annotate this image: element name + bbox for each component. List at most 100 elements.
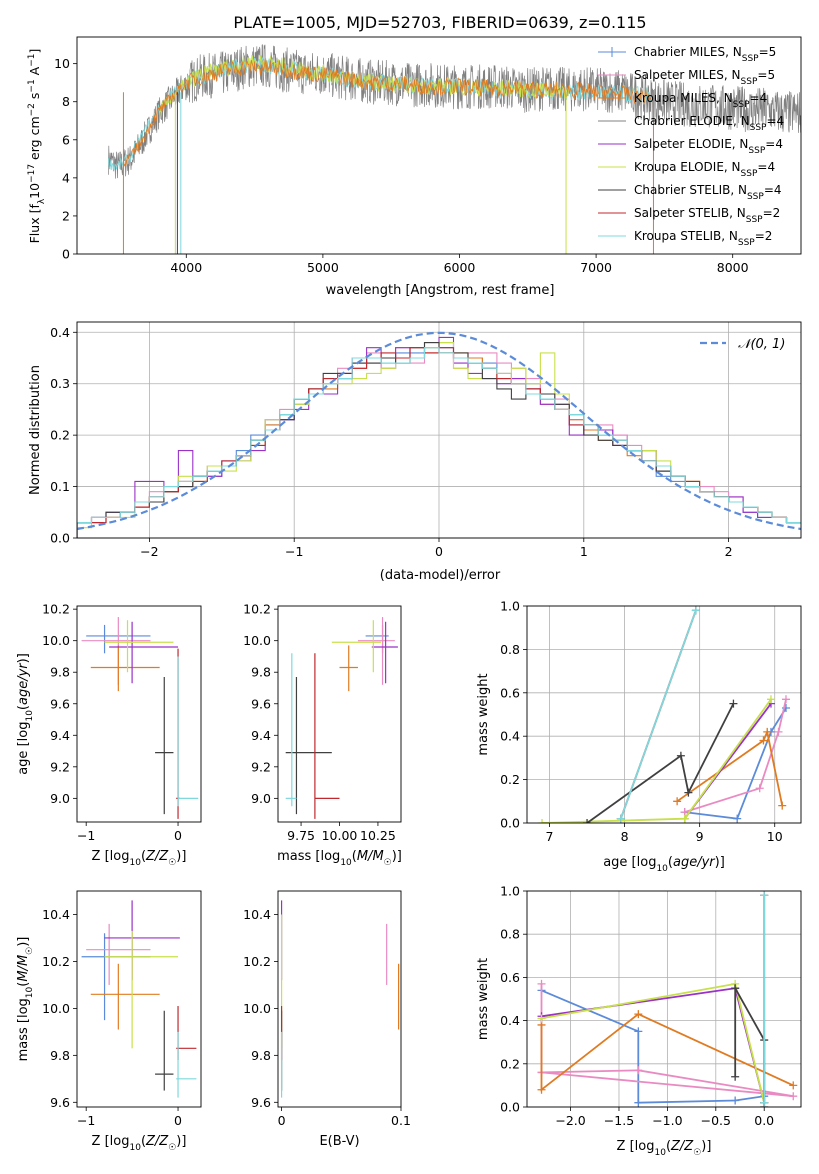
legend-label: 𝒩(0, 1) xyxy=(738,337,785,352)
mass-weight-line xyxy=(540,1013,794,1092)
text-part: =5 xyxy=(759,45,777,59)
age-vs-metallicity: −1 09.09.29.49.69.810.010.2Z [log10(Z/Z☉)… xyxy=(16,602,202,868)
legend-label: Kroupa ELODIE, NSSP=4 xyxy=(634,160,775,179)
x-tick-label: 0 xyxy=(435,544,443,559)
y-tick-label: 9.2 xyxy=(251,759,271,774)
mass-weight-marker xyxy=(634,1098,643,1107)
mass-weight-marker xyxy=(634,1027,643,1036)
text-part: ☉ xyxy=(168,1143,176,1153)
x-tick-label: 5000 xyxy=(307,260,339,275)
mass-weight-line xyxy=(619,609,697,820)
x-tick-label: 9.75 xyxy=(287,828,315,843)
y-tick-label: 10.2 xyxy=(243,954,271,969)
text-part: Z/Z xyxy=(670,1139,694,1154)
spectrum-line xyxy=(108,44,801,179)
axes-frame xyxy=(526,605,802,824)
y-tick-label: 9.0 xyxy=(251,791,271,806)
y-tick-label: 9.6 xyxy=(50,696,70,711)
y-tick-label: 9.8 xyxy=(251,1048,271,1063)
text-part: )] xyxy=(16,653,31,663)
y-tick-label: 1.0 xyxy=(500,884,520,899)
x-tick-label: 0 xyxy=(278,1113,286,1128)
text-part: =2 xyxy=(763,206,781,220)
mass-weight-marker xyxy=(789,1092,798,1101)
y-tick-label: 0.0 xyxy=(500,1100,520,1115)
y-tick-label: 9.8 xyxy=(50,1048,70,1063)
text-part: ( xyxy=(141,849,146,864)
text-part: Kroupa STELIB, N xyxy=(634,229,738,243)
mass-vs-metallicity: −1 09.69.810.010.210.4Z [log10(Z/Z☉)]mass… xyxy=(16,890,202,1153)
axes-frame xyxy=(76,890,202,1108)
mass-weight-marker xyxy=(759,736,768,745)
x-axis-label: Z [log10(Z/Z☉)] xyxy=(92,1134,187,1153)
x-tick-label: −2.0 xyxy=(555,1113,585,1128)
text-part: −1 xyxy=(27,54,37,67)
x-tick-label: 6000 xyxy=(444,260,476,275)
y-tick-label: 0 xyxy=(62,247,70,262)
text-part: ( xyxy=(16,982,31,987)
normal-curve xyxy=(77,331,801,531)
mass-weight-marker xyxy=(778,801,787,810)
y-axis-label: age [log10(age/yr)] xyxy=(16,653,35,775)
text-part: ☉ xyxy=(25,947,35,955)
y-tick-label: 0.6 xyxy=(500,685,520,700)
text-part: SSP xyxy=(741,77,758,87)
text-part: SSP xyxy=(750,123,767,133)
x-tick-label: 10 xyxy=(767,829,783,844)
mass-weight-marker xyxy=(729,699,738,708)
text-part: Z/Z xyxy=(145,1134,169,1149)
text-part: )] xyxy=(715,855,725,870)
x-tick-label: 0 xyxy=(174,1113,182,1128)
mass-weight-marker xyxy=(537,1014,546,1023)
plot-area xyxy=(108,44,801,254)
text-part: s xyxy=(27,93,42,104)
text-part: Chabrier STELIB, N xyxy=(634,183,747,197)
y-tick-label: 10.0 xyxy=(42,633,70,648)
mass-weight-marker xyxy=(760,891,769,900)
text-part: =4 xyxy=(757,160,775,174)
x-axis-label: wavelength [Angstrom, rest frame] xyxy=(326,283,555,298)
y-axis-label: mass weight xyxy=(476,673,491,755)
x-tick-label: 7000 xyxy=(580,260,612,275)
x-axis-label: Z [log10(Z/Z☉)] xyxy=(92,849,187,868)
mass-weight-marker xyxy=(680,814,689,823)
y-tick-label: 10.0 xyxy=(243,1001,271,1016)
y-tick-label: 9.4 xyxy=(251,728,271,743)
text-part: SSP xyxy=(747,192,764,202)
text-part: Salpeter MILES, N xyxy=(634,68,741,82)
mass-weight-marker xyxy=(537,979,546,988)
x-axis-label: age [log10(age/yr)] xyxy=(603,855,725,874)
y-axis-label: mass weight xyxy=(476,958,491,1040)
x-tick-label: 8 xyxy=(621,829,629,844)
text-part: )] xyxy=(176,849,186,864)
y-tick-label: 9.6 xyxy=(50,1095,70,1110)
y-tick-label: 0.8 xyxy=(500,927,520,942)
mass-weight-marker xyxy=(634,1066,643,1075)
y-tick-label: 0.2 xyxy=(500,1056,520,1071)
text-part: SSP xyxy=(748,146,765,156)
mass-weight-marker xyxy=(634,1010,643,1019)
x-tick-label: 0.1 xyxy=(391,1113,411,1128)
y-tick-label: 10.2 xyxy=(42,602,70,617)
y-tick-label: 9.6 xyxy=(251,1095,271,1110)
text-part: ( xyxy=(668,855,673,870)
histogram-step xyxy=(77,347,801,538)
x-tick-label: 10.00 xyxy=(322,828,358,843)
y-tick-label: 10.2 xyxy=(243,602,271,617)
text-part: Salpeter STELIB, N xyxy=(634,206,746,220)
text-part: ] xyxy=(27,49,42,54)
text-part: )] xyxy=(176,1134,186,1149)
mass-weight-marker xyxy=(691,606,700,615)
y-tick-label: 4 xyxy=(62,170,70,185)
mass-weight-marker xyxy=(676,751,685,760)
x-tick-label: 8000 xyxy=(717,260,749,275)
mass-weight-marker xyxy=(733,814,742,823)
mass-weight-marker xyxy=(781,695,790,704)
y-tick-label: 8 xyxy=(62,94,70,109)
mass-weight-marker xyxy=(755,784,764,793)
grid xyxy=(77,322,801,539)
y-tick-label: 0.2 xyxy=(50,428,70,443)
mass-weight-marker xyxy=(673,797,682,806)
y-tick-label: 0.3 xyxy=(50,376,70,391)
